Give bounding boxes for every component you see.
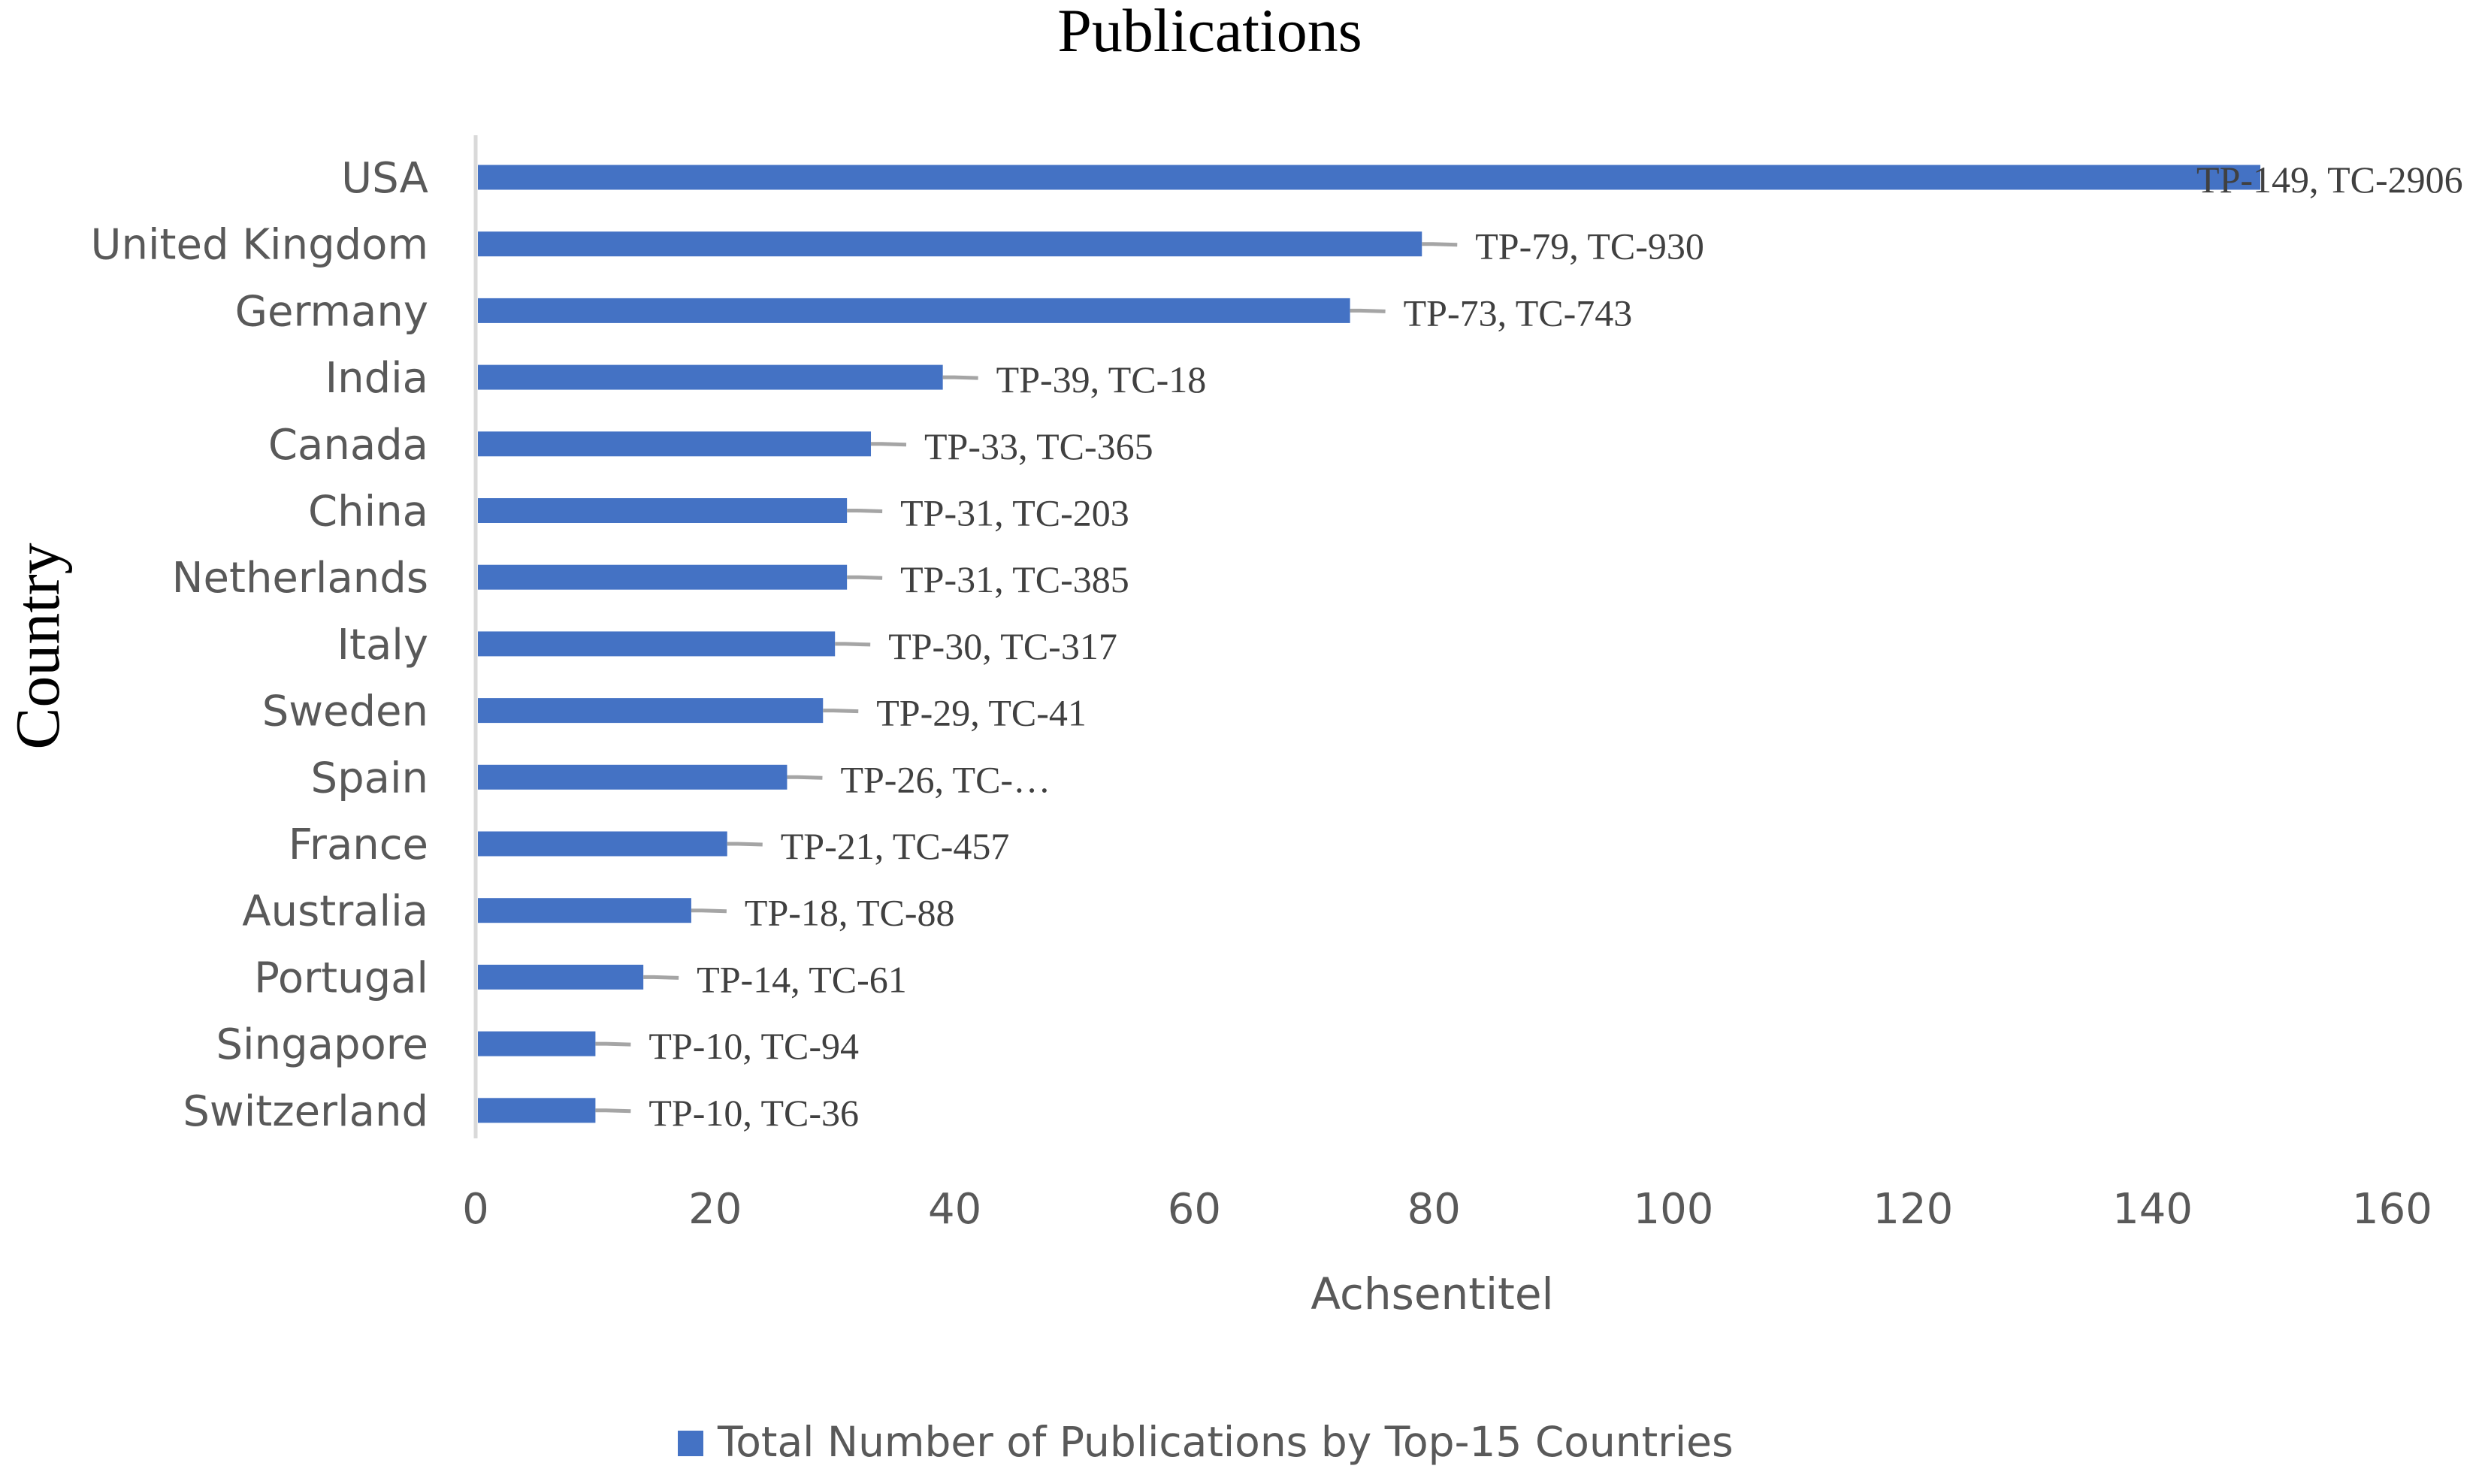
category-label: France [289, 821, 428, 869]
category-label: Singapore [216, 1020, 428, 1069]
bar [478, 431, 872, 457]
data-label: TP-30, TC-317 [888, 625, 1117, 667]
leader-line [787, 775, 823, 780]
data-label: TP-21, TC-457 [781, 825, 1010, 867]
bar [478, 364, 943, 390]
data-label: TP-31, TC-385 [900, 558, 1129, 600]
leader-line [643, 975, 679, 980]
category-label: Spain [311, 754, 428, 802]
x-tick-label: 140 [2112, 1185, 2193, 1234]
data-label: TP-26, TC-… [840, 758, 1051, 800]
bar [478, 764, 788, 790]
leader-line [835, 642, 871, 647]
category-label: Germany [235, 287, 428, 336]
bar [478, 631, 836, 657]
category-label: USA [341, 154, 428, 203]
category-label: Portugal [254, 954, 428, 1002]
plot-area: 0 20 40 60 80 100 120 140 160 USA TP-149, TC-2906 U… [91, 135, 2463, 1234]
leader-line [847, 509, 883, 513]
data-label: TP-33, TC-365 [924, 425, 1153, 467]
data-label: TP-29, TC-41 [876, 692, 1087, 734]
y-axis-title: Country [3, 543, 73, 749]
x-tick-label: 160 [2352, 1185, 2432, 1234]
data-label: TP-73, TC-743 [1404, 292, 1633, 334]
data-label: TP-31, TC-203 [900, 492, 1129, 534]
category-label: Canada [268, 421, 428, 470]
x-tick-label: 80 [1407, 1185, 1461, 1234]
leader-line [942, 375, 978, 380]
x-tick-label: 120 [1873, 1185, 1953, 1234]
category-label: United Kingdom [91, 221, 428, 270]
category-label: India [325, 354, 428, 403]
category-label: Sweden [262, 688, 428, 736]
category-label: Netherlands [172, 554, 428, 603]
x-tick-label: 40 [928, 1185, 981, 1234]
leader-line [727, 842, 763, 847]
leader-line [1422, 242, 1458, 247]
bar [478, 165, 2261, 190]
category-label: Australia [242, 887, 428, 936]
data-label: TP-79, TC-930 [1475, 225, 1704, 267]
data-label: TP-39, TC-18 [996, 358, 1207, 400]
bar [478, 1031, 596, 1056]
leader-line [847, 575, 883, 580]
data-label: TP-10, TC-94 [648, 1025, 859, 1067]
bar [478, 564, 848, 590]
chart-title: Publications [1057, 0, 1362, 65]
bar [478, 831, 727, 857]
data-label: TP-18, TC-88 [745, 892, 955, 934]
x-tick-label: 100 [1634, 1185, 1714, 1234]
leader-line [823, 709, 859, 714]
category-label: Switzerland [183, 1087, 428, 1136]
legend-label: Total Number of Publications by Top-15 C… [717, 1418, 1734, 1466]
x-tick-label: 60 [1168, 1185, 1221, 1234]
category-label: China [308, 488, 428, 536]
data-label: TP-149, TC-2906 [2196, 159, 2463, 201]
bar [478, 898, 691, 923]
bar [478, 231, 1422, 257]
bar [478, 1098, 596, 1123]
bar [478, 498, 848, 523]
x-tick-label: 0 [462, 1185, 489, 1234]
legend: Total Number of Publications by Top-15 C… [678, 1418, 1734, 1466]
bar [478, 698, 824, 724]
category-label: Italy [337, 621, 429, 669]
legend-swatch [678, 1431, 703, 1456]
bar [478, 298, 1350, 323]
data-label: TP-10, TC-36 [648, 1092, 859, 1134]
leader-line [871, 442, 907, 447]
leader-line [1350, 308, 1386, 313]
x-tick-label: 20 [688, 1185, 742, 1234]
x-axis-title: Achsentitel [1311, 1268, 1553, 1319]
bar [478, 964, 644, 990]
data-label: TP-14, TC-61 [697, 958, 907, 1000]
